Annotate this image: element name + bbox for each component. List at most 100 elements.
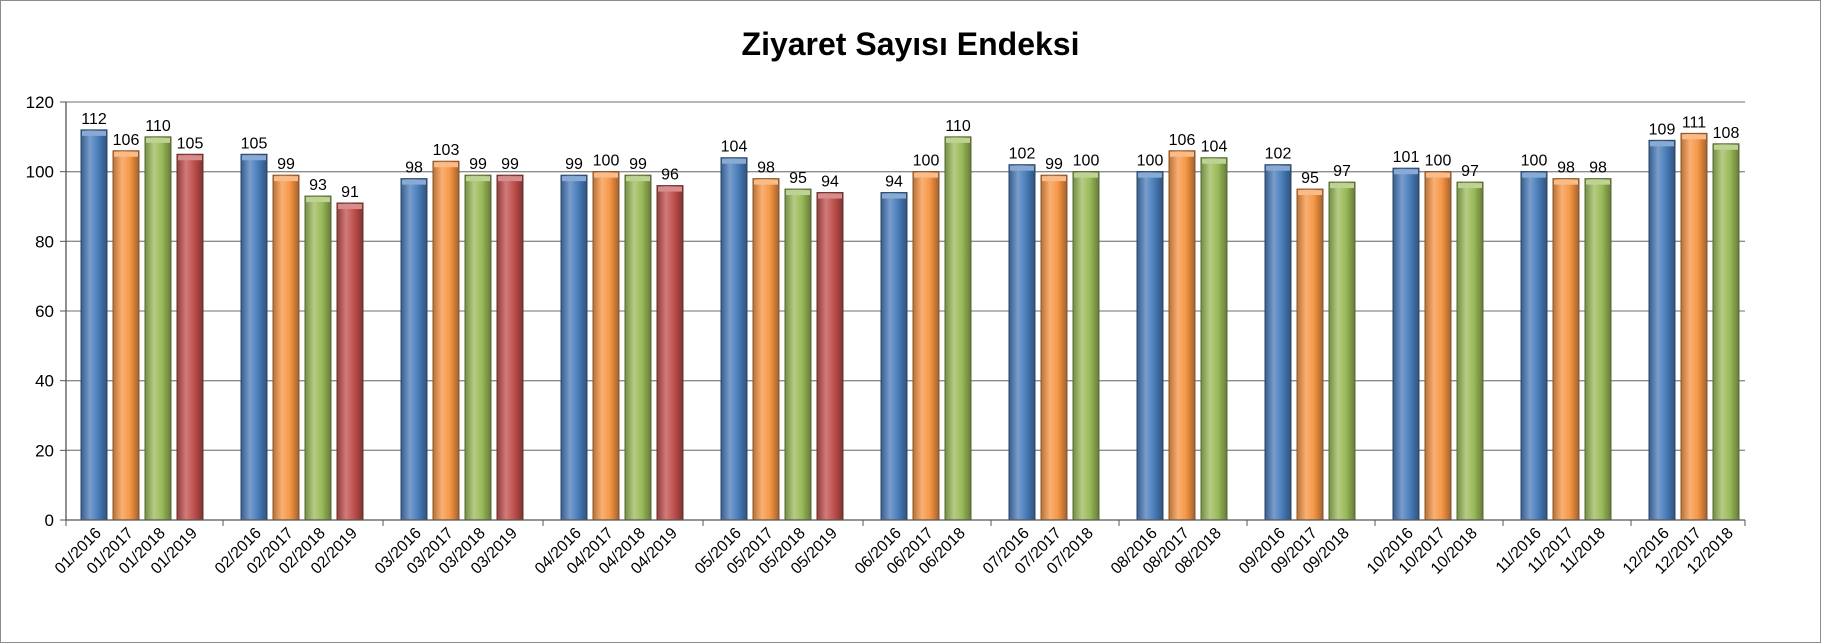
y-tick-label: 20 xyxy=(35,441,54,460)
bar xyxy=(1648,139,1676,521)
data-label: 98 xyxy=(1589,160,1607,177)
bar-cap xyxy=(1714,144,1738,150)
bar-cap xyxy=(1650,141,1674,147)
data-label: 95 xyxy=(789,170,807,187)
data-label: 97 xyxy=(1461,163,1479,180)
data-label: 102 xyxy=(1009,146,1036,163)
data-label: 111 xyxy=(1682,114,1706,131)
bar-cap xyxy=(338,204,362,210)
bar-cap xyxy=(274,176,298,182)
bar xyxy=(496,174,524,521)
y-tick-label: 60 xyxy=(35,302,54,321)
bar xyxy=(1200,157,1228,521)
data-label: 105 xyxy=(177,135,204,152)
data-label: 100 xyxy=(593,153,620,170)
bar xyxy=(304,195,332,521)
data-label: 99 xyxy=(629,156,647,173)
bar xyxy=(1264,164,1292,521)
data-label: 104 xyxy=(1201,139,1228,156)
bar-cap xyxy=(178,155,202,161)
bar-cap xyxy=(1522,172,1546,178)
bar xyxy=(1136,171,1164,521)
bar-cap xyxy=(1138,172,1162,178)
bar-cap xyxy=(1074,172,1098,178)
data-label: 99 xyxy=(565,156,583,173)
data-label: 94 xyxy=(885,174,903,191)
data-label: 95 xyxy=(1301,170,1319,187)
bar xyxy=(784,188,812,521)
data-label: 100 xyxy=(1137,153,1164,170)
bar xyxy=(1328,181,1356,521)
bar xyxy=(1040,174,1068,521)
data-label: 104 xyxy=(721,139,748,156)
data-label: 94 xyxy=(821,174,839,191)
bar-cap xyxy=(466,176,490,182)
data-label: 100 xyxy=(913,153,940,170)
data-label: 99 xyxy=(1045,156,1063,173)
bar xyxy=(1392,167,1420,521)
bar-cap xyxy=(562,176,586,182)
data-label: 98 xyxy=(757,160,775,177)
bar-cap xyxy=(1170,151,1194,157)
bar-cap xyxy=(658,186,682,192)
data-label: 109 xyxy=(1649,121,1676,138)
bar-cap xyxy=(402,179,426,185)
bar xyxy=(144,136,172,521)
bar xyxy=(1296,188,1324,521)
data-label: 99 xyxy=(501,156,519,173)
data-label: 102 xyxy=(1265,146,1292,163)
bar-cap xyxy=(882,193,906,199)
bar xyxy=(272,174,300,521)
data-label: 101 xyxy=(1393,149,1420,166)
bar xyxy=(560,174,588,521)
bar xyxy=(944,136,972,521)
bar-cap xyxy=(1394,169,1418,175)
bar-cap xyxy=(498,176,522,182)
y-tick-label: 0 xyxy=(45,511,54,530)
bar-cap xyxy=(786,190,810,196)
bar xyxy=(1712,143,1740,521)
bar xyxy=(112,150,140,521)
bar xyxy=(592,171,620,521)
bar-cap xyxy=(82,130,106,136)
bar-cap xyxy=(594,172,618,178)
bar xyxy=(176,153,204,521)
data-label: 96 xyxy=(661,167,679,184)
bar-cap xyxy=(1458,183,1482,189)
bar-cap xyxy=(242,155,266,161)
bar-cap xyxy=(1266,165,1290,171)
data-label: 93 xyxy=(309,177,327,194)
bar-cap xyxy=(1330,183,1354,189)
bar-cap xyxy=(146,137,170,143)
bar xyxy=(880,192,908,521)
bar-cap xyxy=(114,151,138,157)
bar xyxy=(240,153,268,521)
bar-cap xyxy=(722,158,746,164)
bar-cap xyxy=(1202,158,1226,164)
bar xyxy=(1520,171,1548,521)
data-label: 106 xyxy=(113,132,140,149)
bar-cap xyxy=(818,193,842,199)
data-label: 97 xyxy=(1333,163,1351,180)
bar xyxy=(912,171,940,521)
y-tick-label: 100 xyxy=(26,163,54,182)
data-label: 100 xyxy=(1425,153,1452,170)
data-label: 100 xyxy=(1073,153,1100,170)
bar xyxy=(336,202,364,521)
bar xyxy=(752,178,780,521)
data-label: 98 xyxy=(1557,160,1575,177)
bar-cap xyxy=(1426,172,1450,178)
bar xyxy=(656,185,684,521)
data-label: 105 xyxy=(241,135,268,152)
bar-cap xyxy=(1010,165,1034,171)
bar xyxy=(80,129,108,521)
bar xyxy=(464,174,492,521)
data-label: 110 xyxy=(945,118,971,135)
bar-cap xyxy=(946,137,970,143)
y-tick-label: 40 xyxy=(35,372,54,391)
bar xyxy=(1552,178,1580,521)
data-label: 112 xyxy=(81,111,107,128)
data-label: 106 xyxy=(1169,132,1196,149)
